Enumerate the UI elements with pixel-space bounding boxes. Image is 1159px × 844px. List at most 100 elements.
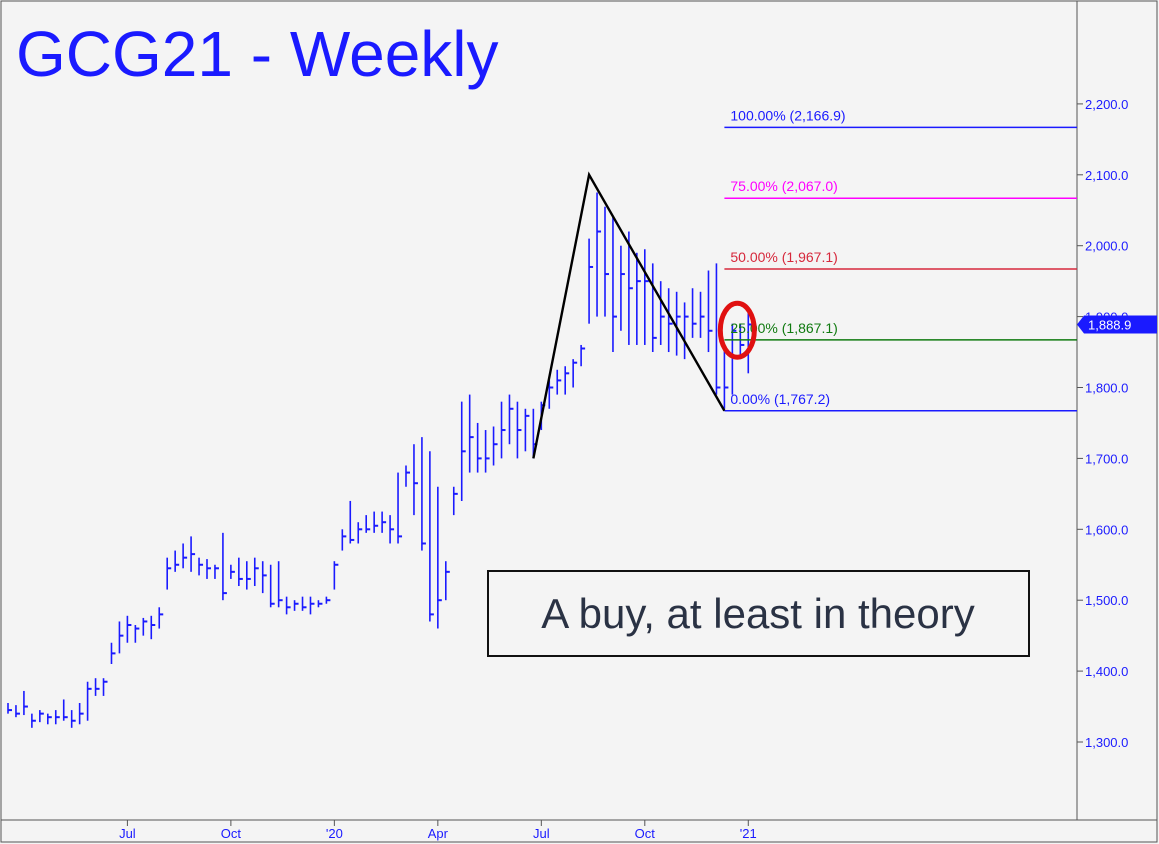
ohlc-bar — [397, 472, 403, 544]
ohlc-bar — [246, 561, 251, 590]
ohlc-bar — [309, 596, 315, 615]
ohlc-bar — [261, 561, 267, 594]
ohlc-bar — [70, 710, 76, 728]
ohlc-bar — [572, 359, 578, 388]
ohlc-bar — [277, 561, 283, 608]
ohlc-bar — [699, 291, 705, 338]
ohlc-bar — [667, 288, 673, 353]
ohlc-bar — [612, 217, 617, 353]
x-tick-label: '21 — [740, 826, 757, 841]
x-axis: Jul Oct '20 Apr Jul Oct '21 — [119, 820, 757, 841]
ohlc-bar — [158, 607, 164, 629]
ohlc-bar — [556, 369, 562, 395]
ohlc-bar — [731, 323, 737, 395]
ohlc-bar — [317, 600, 323, 608]
pattern-overlay — [532, 171, 757, 459]
ohlc-bar — [206, 559, 211, 579]
ohlc-bar — [126, 615, 132, 643]
ohlc-bar — [444, 561, 450, 601]
ohlc-bar — [182, 543, 188, 569]
last-price-label: 1,888.9 — [1088, 317, 1131, 332]
y-tick-label: 1,400.0 — [1085, 664, 1128, 679]
y-tick-label: 2,100.0 — [1085, 168, 1128, 183]
ohlc-bar — [620, 245, 625, 331]
ohlc-bar — [691, 288, 697, 338]
ohlc-bar — [739, 323, 745, 360]
y-tick-label: 2,200.0 — [1085, 97, 1128, 112]
ohlc-bar — [580, 344, 586, 367]
x-tick-label: Oct — [221, 826, 242, 841]
ohlc-bar — [524, 408, 530, 452]
ohlc-bar — [564, 366, 570, 395]
ohlc-bar — [86, 681, 92, 721]
ohlc-bar — [476, 422, 482, 473]
ohlc-bar — [604, 206, 609, 317]
ohlc-bar — [429, 451, 434, 622]
fib-levels: 100.00% (2,166.9) 75.00% (2,067.0) 50.00% … — [724, 107, 1077, 412]
ohlc-bar — [715, 263, 721, 395]
x-tick-label: Apr — [428, 826, 449, 841]
ohlc-bar — [7, 703, 12, 714]
ohlc-bar — [508, 394, 514, 445]
y-tick-label: 2,000.0 — [1085, 239, 1128, 254]
annotation-box: A buy, at least in theory — [487, 570, 1030, 657]
chart-title: GCG21 - Weekly — [16, 18, 499, 90]
ohlc-bar — [357, 522, 363, 544]
ohlc-bar — [285, 596, 291, 615]
fib-label: 0.00% (1,767.2) — [730, 391, 830, 407]
ohlc-bar — [596, 192, 602, 317]
ohlc-bar — [39, 710, 44, 723]
ohlc-bar — [174, 550, 180, 572]
y-tick-label: 1,300.0 — [1085, 735, 1128, 750]
ohlc-bar — [190, 536, 196, 572]
ohlc-bar — [365, 515, 371, 533]
ohlc-bar — [492, 426, 498, 466]
ohlc-bar — [437, 486, 442, 629]
ohlc-bar — [500, 401, 506, 459]
ohlc-bar — [389, 515, 395, 544]
ohlc-bar — [460, 401, 466, 501]
ohlc-bar — [333, 561, 339, 590]
ohlc-bar — [636, 252, 641, 345]
ohlc-bar — [516, 401, 522, 459]
ohlc-bar — [452, 486, 458, 516]
ohlc-bar — [134, 625, 140, 643]
ohlc-bar — [23, 690, 28, 716]
ohlc-bar — [94, 678, 100, 696]
ohlc-bar — [707, 270, 713, 353]
ohlc-bar — [675, 291, 681, 356]
ohlc-bar — [484, 430, 490, 473]
y-tick-label: 1,500.0 — [1085, 593, 1128, 608]
ohlc-bar — [723, 344, 729, 409]
ohlc-bar — [269, 564, 275, 608]
fib-label: 50.00% (1,967.1) — [730, 249, 837, 265]
ohlc-bar — [150, 615, 156, 640]
ohlc-bar — [214, 564, 219, 579]
ohlc-bar — [222, 532, 227, 601]
last-price-marker: 1,888.9 — [1077, 315, 1157, 334]
ohlc-bar — [253, 557, 259, 587]
ohlc-bar — [198, 557, 204, 576]
price-bars — [7, 192, 753, 728]
ohlc-bar — [349, 500, 355, 544]
ohlc-bar — [166, 557, 172, 590]
ohlc-bar — [142, 617, 148, 636]
x-tick-label: Jul — [119, 826, 136, 841]
x-tick-label: Jul — [533, 826, 550, 841]
ohlc-bar — [54, 710, 60, 725]
ohlc-bar — [628, 231, 633, 345]
x-tick-label: '20 — [326, 826, 343, 841]
ohlc-bar — [683, 302, 689, 360]
ohlc-bar — [373, 511, 379, 533]
ohlc-bar — [381, 511, 387, 533]
last-price-badge — [1077, 315, 1157, 334]
ohlc-bar — [78, 703, 84, 725]
ohlc-bar — [110, 642, 116, 665]
ohlc-bar — [230, 564, 235, 579]
ohlc-bar — [659, 281, 665, 345]
ohlc-bar — [341, 529, 347, 551]
x-tick-label: Oct — [635, 826, 656, 841]
